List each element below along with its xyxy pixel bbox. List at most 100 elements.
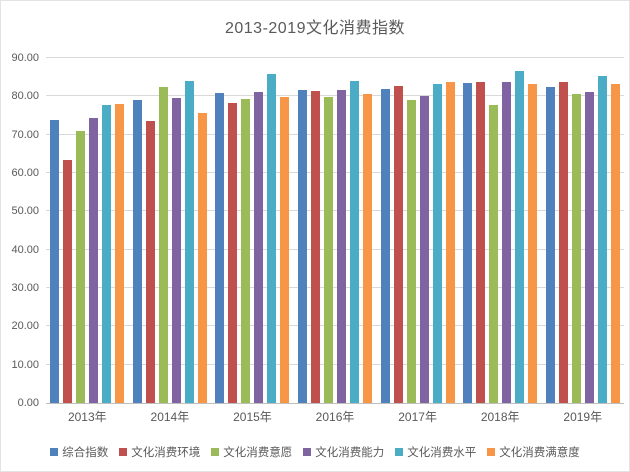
x-tick-label: 2016年: [315, 410, 355, 424]
x-tick-label: 2018年: [480, 410, 520, 424]
bar-s4-c3: [350, 81, 360, 403]
y-tick-label: 10.00: [11, 358, 39, 371]
bar-s2-c1: [158, 87, 168, 403]
bar-s1-c3: [311, 90, 321, 403]
y-tick-label: 80.00: [11, 90, 39, 103]
chart-title: 2013-2019文化消费指数: [224, 20, 406, 37]
legend-label: 文化消费环境: [131, 447, 201, 459]
bar-s1-c4: [393, 85, 403, 403]
y-tick-label: 90.00: [11, 52, 39, 64]
gridline-70: [46, 133, 624, 135]
bar-s4-c6: [597, 76, 607, 403]
legend-label: 综合指数: [62, 447, 109, 459]
bar-s5-c6: [610, 84, 620, 403]
bar-s4-c5: [515, 71, 525, 403]
bar-group-2019: [541, 58, 624, 403]
bar-s1-c1: [145, 121, 155, 403]
y-tick-label: 30.00: [11, 282, 39, 294]
bar-s1-c6: [558, 81, 568, 403]
bar-s2-c4: [406, 100, 416, 403]
y-tick-label: 20.00: [11, 320, 39, 333]
gridline-80: [46, 95, 624, 97]
legend-label: 文化消费水平: [407, 447, 477, 459]
bar-s3-c5: [502, 81, 512, 403]
bar-group-2016: [294, 58, 377, 403]
x-tick-label: 2013年: [67, 410, 107, 424]
bar-s3-c2: [254, 91, 264, 403]
bar-s0-c3: [298, 90, 308, 403]
legend-label: 文化消费满意度: [499, 447, 580, 459]
legend-swatch: [303, 448, 312, 456]
bar-s0-c0: [50, 120, 60, 403]
gridline-20: [46, 325, 624, 327]
bar-group-2014: [129, 58, 212, 403]
bar-s3-c4: [419, 96, 429, 403]
bar-s3-c6: [584, 91, 594, 403]
bar-s2-c6: [571, 93, 581, 403]
x-axis-labels: 2013年 2014年 2015年 2016年 2017年 2018年 2019年: [46, 408, 624, 425]
y-tick-label: 50.00: [11, 205, 39, 218]
gridline-30: [46, 287, 624, 288]
legend-swatch: [119, 448, 128, 456]
bar-s3-c3: [337, 90, 347, 403]
legend-item-s2: 文化消费意愿: [211, 444, 292, 460]
bar-s3-c1: [171, 97, 181, 403]
bar-s2-c3: [324, 97, 334, 403]
bar-s3-c0: [89, 117, 99, 403]
plot-area: [46, 57, 624, 404]
bar-s2-c2: [241, 99, 251, 403]
bar-s5-c3: [363, 94, 373, 403]
gridline-10: [46, 363, 624, 365]
bar-s1-c5: [476, 81, 486, 403]
bar-s4-c0: [102, 105, 112, 403]
x-tick-label: 2019年: [563, 410, 603, 424]
legend-swatch: [211, 448, 220, 456]
bar-s5-c2: [280, 97, 290, 403]
legend-item-s3: 文化消费能力: [303, 444, 384, 460]
legend-swatch: [487, 448, 496, 456]
bar-group-2017: [376, 58, 459, 403]
x-tick-label: 2014年: [150, 410, 190, 424]
bar-s0-c2: [215, 92, 225, 403]
y-axis-labels: 90.00 80.00 70.00 60.00 50.00 40.00 30.00 20.00…: [1, 52, 39, 409]
y-tick-label: 60.00: [11, 167, 39, 179]
legend-label: 文化消费能力: [315, 447, 385, 459]
bar-series-area: [46, 58, 624, 403]
bar-group-2013: [46, 58, 129, 403]
legend: 综合指数 文化消费环境 文化消费意愿 文化消费能力 文化消费水平 文化消费满意度: [1, 444, 629, 460]
legend-swatch: [395, 448, 404, 456]
bar-s5-c1: [197, 112, 207, 403]
bar-s4-c1: [184, 81, 194, 403]
bar-s4-c4: [432, 84, 442, 403]
bar-s2-c5: [489, 105, 499, 403]
bar-s0-c5: [463, 82, 473, 403]
legend-item-s4: 文化消费水平: [395, 444, 476, 460]
bar-s2-c0: [76, 131, 86, 403]
x-tick-label: 2017年: [398, 410, 437, 424]
bar-s0-c4: [380, 89, 390, 403]
bar-group-2015: [211, 58, 294, 403]
legend-item-s1: 文化消费环境: [119, 444, 200, 460]
legend-item-s5: 文化消费满意度: [487, 444, 580, 460]
bar-s1-c0: [63, 160, 73, 403]
bar-s0-c6: [545, 87, 555, 403]
bar-s0-c1: [132, 100, 142, 403]
gridline-40: [46, 248, 624, 250]
gridline-90: [46, 57, 624, 58]
legend-item-s0: 综合指数: [50, 444, 108, 460]
bar-s5-c0: [115, 104, 125, 403]
x-tick-label: 2015年: [233, 410, 272, 424]
legend-swatch: [50, 448, 59, 456]
bar-s4-c2: [267, 73, 277, 403]
bar-s1-c2: [228, 102, 238, 403]
gridline-60: [46, 172, 624, 173]
y-tick-label: 0.00: [17, 397, 39, 409]
y-tick-label: 70.00: [11, 128, 39, 141]
bar-group-2018: [459, 58, 542, 403]
gridline-50: [46, 210, 624, 212]
y-tick-label: 40.00: [11, 243, 39, 256]
legend-label: 文化消费意愿: [223, 447, 293, 459]
bar-s5-c4: [445, 81, 455, 403]
bar-s5-c5: [528, 83, 538, 403]
